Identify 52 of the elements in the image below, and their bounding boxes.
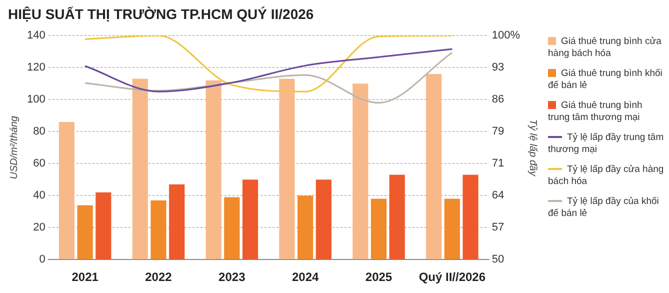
x-tick-label: Quý II//2026: [418, 270, 486, 284]
y2-tick-label: 64: [492, 190, 504, 202]
y-tick-label: 0: [39, 254, 46, 266]
bar: [206, 80, 222, 260]
y2-tick-label: 50: [492, 254, 504, 266]
bar: [58, 122, 75, 260]
y2-tick-label: 57: [492, 222, 504, 234]
bar: [132, 78, 148, 260]
legend-label: Giá thuê trung bình cửa hàng bách hóa: [548, 36, 662, 60]
bar: [279, 78, 295, 260]
x-tick-label: 2021: [72, 270, 99, 284]
bar: [370, 198, 387, 260]
y2-tick-label: 79: [492, 126, 504, 138]
x-tick-label: 2025: [365, 270, 392, 284]
line-series: [84, 36, 453, 92]
y-tick-label: 20: [33, 222, 46, 234]
y2-tick-label: 71: [492, 158, 504, 170]
legend-label: Giá thuê trung bình khối đế bán lẻ: [548, 68, 664, 92]
y2-tick-label: 86: [492, 94, 504, 106]
legend-label: Giá thuê trung bình trung tâm thương mại: [548, 100, 644, 124]
y-tick-label: 120: [26, 62, 46, 74]
y-tick-label: 100: [26, 94, 46, 106]
bar: [242, 180, 258, 260]
y-tick-label: 40: [33, 190, 46, 202]
y2-axis-title: Tỷ lệ lấp đầy: [527, 119, 538, 177]
legend-label: Tỷ lệ lấp đầy của khối đế bán lẻ: [548, 196, 660, 220]
y2-tick-label: 100%: [492, 30, 520, 42]
y-tick-label: 140: [26, 30, 46, 42]
bar: [169, 184, 185, 260]
legend-label: Tỷ lệ lấp đầy trung tâm thương mại: [548, 132, 665, 156]
y-axis-title: USD/m²/tháng: [8, 115, 20, 180]
bar: [426, 74, 442, 260]
bar: [224, 197, 240, 260]
x-tick-label: 2024: [292, 270, 319, 284]
legend-label: Tỷ lệ lấp đầy cửa hàng bách hóa: [548, 164, 665, 188]
bar: [96, 192, 112, 260]
bar: [150, 200, 166, 260]
bar: [77, 205, 93, 260]
bar: [316, 180, 332, 260]
y-tick-label: 60: [33, 158, 46, 170]
bar: [352, 84, 368, 260]
line-series: [84, 52, 453, 104]
bar: [462, 174, 478, 260]
chart-title: HIỆU SUẤT THỊ TRƯỜNG TP.HCM QUÝ II/2026: [8, 6, 314, 22]
bar: [444, 198, 460, 260]
y-tick-label: 80: [33, 126, 46, 138]
x-tick-label: 2023: [218, 270, 246, 284]
bar: [389, 174, 405, 260]
line-series: [84, 48, 453, 92]
bar: [298, 196, 314, 260]
x-tick-label: 2022: [145, 270, 172, 284]
y2-tick-label: 93: [492, 62, 504, 74]
